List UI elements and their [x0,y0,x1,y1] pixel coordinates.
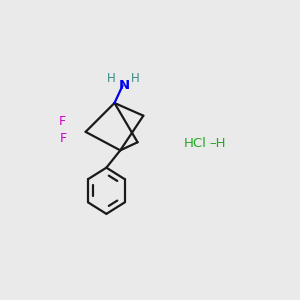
Text: –H: –H [209,137,226,150]
Text: HCl: HCl [184,137,207,150]
Text: F: F [59,115,66,128]
Text: N: N [118,79,130,92]
Text: F: F [60,132,67,145]
Text: H: H [131,72,140,85]
Text: H: H [107,72,116,85]
